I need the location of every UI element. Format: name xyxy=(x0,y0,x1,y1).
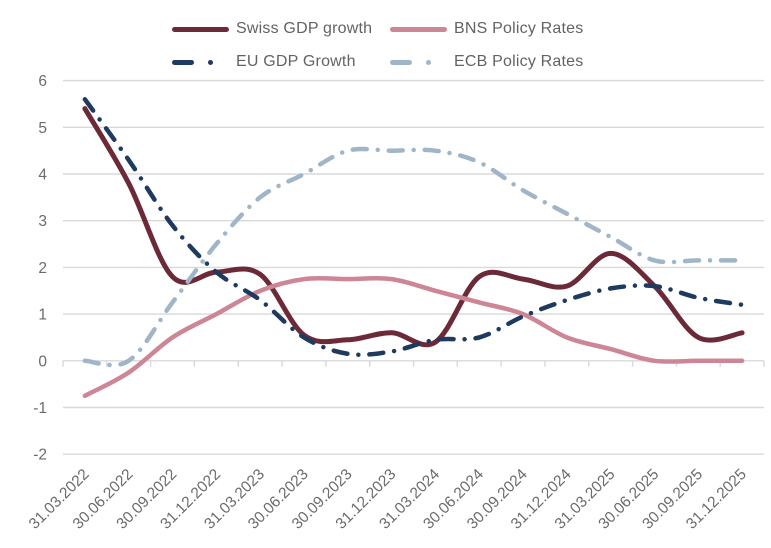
svg-text:-2: -2 xyxy=(33,447,47,464)
legend-label: EU GDP Growth xyxy=(236,53,356,70)
series-line-ecb-policy-rates xyxy=(82,146,745,368)
svg-text:5: 5 xyxy=(38,120,47,137)
svg-text:6: 6 xyxy=(38,73,47,90)
chart-legend: Swiss GDP growth BNS Policy Rates EU GDP… xyxy=(172,18,583,73)
svg-text:0: 0 xyxy=(38,353,47,370)
legend-item-bns-policy-rates: BNS Policy Rates xyxy=(390,18,583,40)
svg-text:4: 4 xyxy=(38,167,47,184)
svg-text:3: 3 xyxy=(38,213,47,230)
legend-swatch-dashdot-icon xyxy=(172,59,229,65)
legend-item-eu-gdp-growth: EU GDP Growth xyxy=(172,51,390,73)
series-line-swiss-gdp-growth xyxy=(82,106,745,348)
gridlines xyxy=(63,79,764,455)
svg-text:1: 1 xyxy=(38,307,47,324)
x-tick-marks xyxy=(62,360,765,367)
legend-swatch-dashdot-icon xyxy=(390,59,447,65)
legend-label: Swiss GDP growth xyxy=(236,20,373,37)
legend-item-swiss-gdp-growth: Swiss GDP growth xyxy=(172,18,390,40)
svg-text:-1: -1 xyxy=(33,400,47,417)
series-line-eu-gdp-growth xyxy=(82,97,745,357)
legend-label: BNS Policy Rates xyxy=(454,20,584,37)
y-axis-labels: 6 5 4 3 2 1 0 -1 -2 xyxy=(33,73,47,464)
legend-item-ecb-policy-rates: ECB Policy Rates xyxy=(390,51,583,73)
svg-text:2: 2 xyxy=(38,260,47,277)
legend-swatch-solid-icon xyxy=(172,26,229,32)
legend-swatch-solid-icon xyxy=(390,26,447,32)
legend-label: ECB Policy Rates xyxy=(454,53,584,70)
series-line-bns-policy-rates xyxy=(82,275,745,399)
x-axis-labels: 31.03.202230.06.202230.09.202231.12.2022… xyxy=(26,466,750,533)
